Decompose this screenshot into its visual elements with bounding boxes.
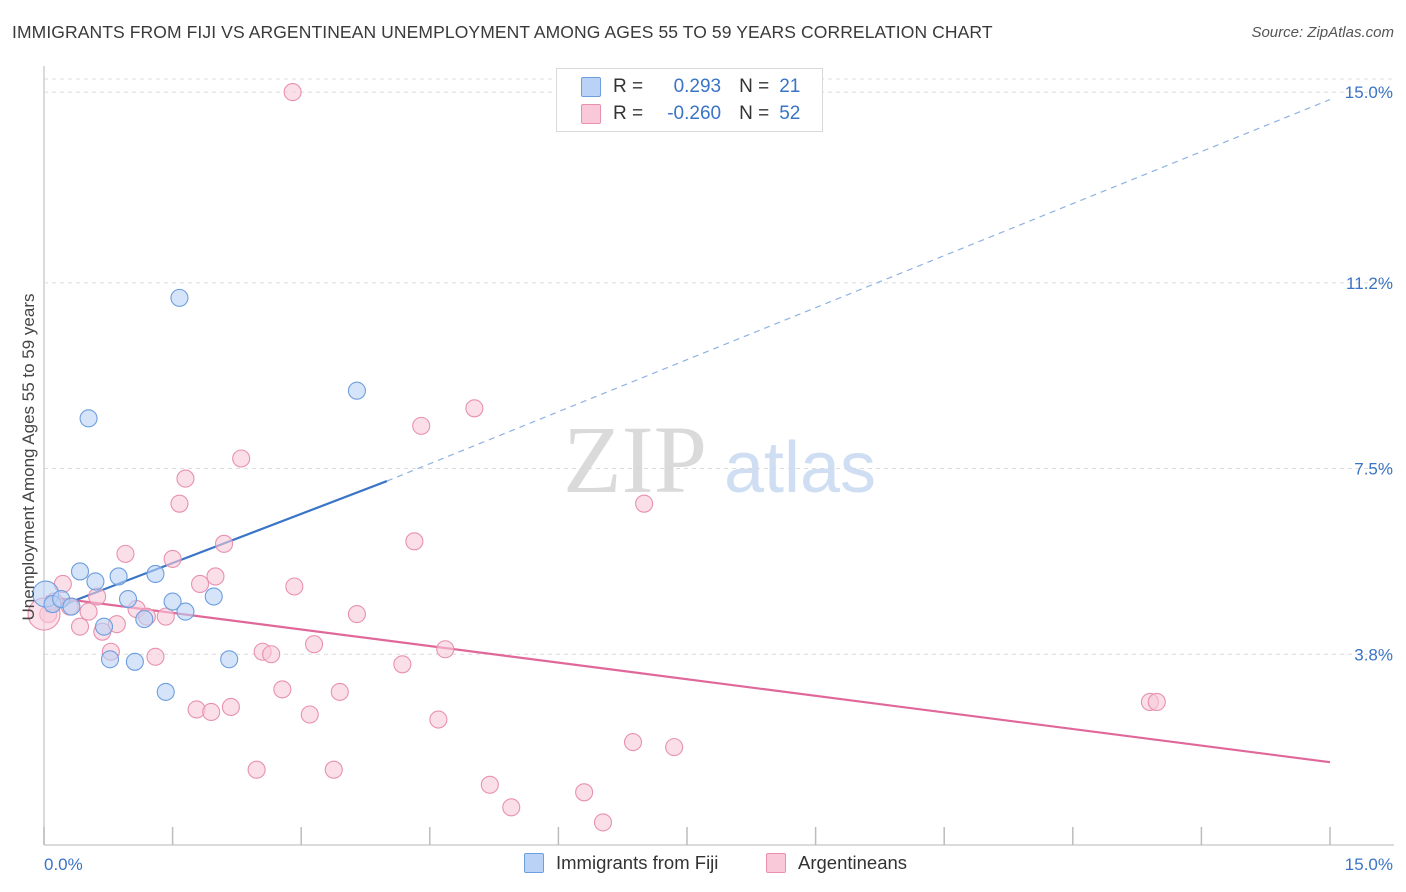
data-point-argentineans — [502, 798, 521, 817]
data-point-argentineans — [575, 783, 594, 802]
x-tick-label: 15.0% — [1345, 855, 1393, 874]
data-point-argentineans — [300, 705, 319, 724]
data-point-argentineans — [88, 587, 107, 606]
y-tick-label: 15.0% — [1345, 83, 1393, 102]
series-legend-argentineans: Argentineans — [766, 852, 907, 874]
data-point-argentineans — [393, 655, 412, 674]
data-point-argentineans — [214, 534, 234, 553]
data-point-argentineans — [436, 640, 455, 659]
legend-n-value-fiji: 21 — [779, 76, 801, 97]
data-point-fiji — [79, 409, 98, 428]
legend-n-value-argentineans: 52 — [779, 103, 801, 124]
data-point-argentineans — [163, 549, 182, 568]
data-point-fiji — [86, 572, 105, 591]
data-point-argentineans — [232, 449, 251, 468]
data-point-argentineans — [305, 635, 324, 654]
data-point-argentineans — [190, 574, 210, 594]
data-point-fiji — [347, 381, 366, 400]
y-axis-label: Unemployment Among Ages 55 to 59 years — [19, 294, 38, 621]
data-point-argentineans — [79, 602, 98, 621]
legend-r-label: R = — [613, 76, 644, 97]
legend-n-label: N = — [739, 103, 770, 124]
data-point-fiji — [146, 564, 165, 583]
legend-swatch-fiji — [581, 77, 601, 97]
data-point-argentineans — [324, 760, 343, 779]
legend-swatch-argentineans — [581, 104, 601, 124]
data-point-argentineans — [116, 544, 135, 563]
data-point-argentineans — [170, 494, 189, 513]
y-tick-label: 11.2% — [1346, 274, 1393, 293]
legend-row-fiji: R = 0.293 N = 21 — [581, 74, 800, 100]
series-legend: Immigrants from Fiji Argentineans — [0, 852, 1406, 878]
data-point-argentineans — [480, 775, 499, 794]
data-point-argentineans — [465, 399, 484, 418]
data-point-argentineans — [623, 733, 643, 752]
data-point-fiji — [94, 617, 114, 636]
source-label: Source: ZipAtlas.com — [1251, 24, 1394, 41]
legend-n-label: N = — [739, 76, 770, 97]
data-point-argentineans — [665, 738, 684, 757]
y-tick-label: 3.8% — [1354, 645, 1393, 664]
data-point-fiji — [62, 597, 81, 616]
data-point-fiji — [135, 610, 154, 629]
data-point-argentineans — [70, 617, 90, 636]
data-point-fiji — [220, 650, 239, 669]
data-point-fiji — [109, 567, 128, 586]
data-point-argentineans — [146, 647, 165, 666]
data-point-argentineans — [429, 710, 448, 729]
series-legend-label-fiji: Immigrants from Fiji — [556, 852, 719, 873]
watermark: ZIP atlas — [563, 406, 876, 513]
data-point-argentineans — [202, 702, 221, 722]
watermark-zip: ZIP — [563, 406, 707, 513]
gridlines — [44, 78, 1394, 655]
legend-r-value-fiji: 0.293 — [673, 76, 722, 97]
data-point-fiji — [118, 589, 138, 609]
legend-row-argentineans: R = -0.260 N = 52 — [581, 101, 800, 127]
data-point-fiji — [70, 562, 90, 581]
data-point-fiji — [204, 587, 223, 606]
data-point-argentineans — [283, 83, 302, 102]
data-point-fiji — [156, 682, 175, 701]
data-point-argentineans — [593, 813, 613, 832]
data-point-argentineans — [247, 760, 266, 779]
data-point-fiji — [125, 652, 144, 671]
data-point-argentineans — [206, 567, 225, 586]
axes — [43, 66, 1394, 846]
data-point-argentineans — [635, 494, 654, 513]
data-point-fiji — [170, 288, 189, 307]
series-legend-label-argentineans: Argentineans — [798, 852, 908, 873]
series-legend-fiji: Immigrants from Fiji — [524, 852, 718, 874]
legend-r-label: R = — [613, 103, 644, 124]
data-point-argentineans — [347, 605, 366, 624]
data-point-argentineans — [412, 416, 431, 435]
series-legend-swatch-argentineans — [766, 853, 786, 873]
trend-line-argentineans — [45, 595, 1331, 764]
data-point-argentineans — [221, 697, 240, 717]
data-point-argentineans — [262, 645, 281, 664]
tick-labels: 3.8% 7.5% 11.2% 15.0% 0.0% 15.0% — [44, 83, 1393, 874]
data-point-fiji — [100, 650, 120, 669]
data-point-argentineans — [273, 680, 292, 699]
data-point-fiji — [176, 602, 195, 621]
chart-title: IMMIGRANTS FROM FIJI VS ARGENTINEAN UNEM… — [12, 22, 993, 42]
series-fiji — [32, 288, 366, 701]
legend-r-value-argentineans: -0.260 — [667, 103, 722, 124]
series-argentineans — [27, 83, 1166, 832]
correlation-legend: R = 0.293 N = 21 R = -0.260 N = 52 — [556, 68, 823, 132]
series-legend-swatch-fiji — [524, 853, 544, 873]
data-point-argentineans — [156, 607, 175, 626]
y-tick-label: 7.5% — [1354, 460, 1393, 479]
data-point-argentineans — [405, 532, 424, 551]
data-point-argentineans — [176, 469, 195, 488]
data-point-argentineans — [285, 577, 304, 596]
data-point-argentineans — [1147, 692, 1166, 711]
data-point-fiji — [163, 592, 182, 611]
trend-line-fiji-extension — [386, 99, 1331, 482]
watermark-atlas: atlas — [724, 428, 876, 508]
data-point-argentineans — [330, 682, 349, 701]
x-tick-label: 0.0% — [44, 855, 83, 874]
